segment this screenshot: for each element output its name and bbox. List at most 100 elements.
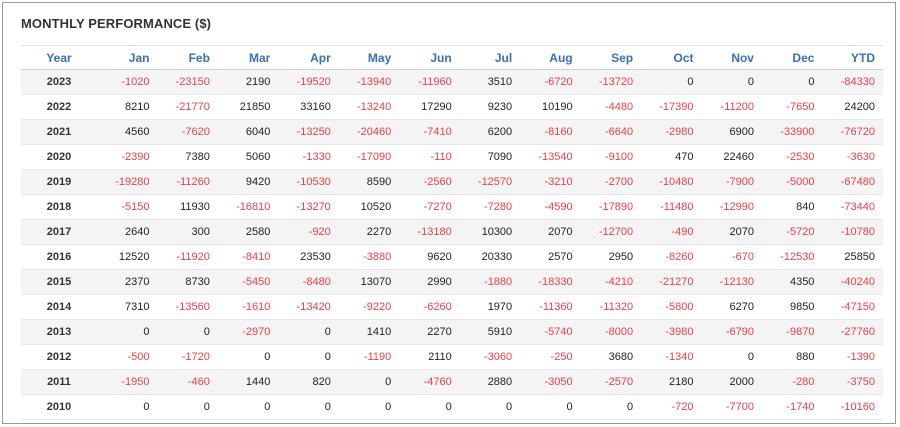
month-cell: -490 (641, 219, 702, 245)
month-cell: 9230 (459, 94, 521, 120)
month-cell: -12530 (761, 244, 823, 270)
month-cell: -17890 (580, 194, 642, 220)
month-cell: -3050 (520, 369, 581, 395)
month-cell: 9850 (761, 294, 823, 320)
month-cell: -5150 (97, 194, 158, 220)
month-cell: -3060 (459, 344, 521, 370)
table-row: 2012 -500 -1720 0 0 -1190 2110 -3060 -250 3680 -13… (21, 344, 883, 370)
year-cell: 2018 (21, 194, 97, 220)
ytd-cell: -1390 (822, 344, 883, 370)
month-cell: 0 (97, 394, 158, 420)
ytd-cell: -27760 (822, 319, 883, 345)
ytd-cell: -3750 (822, 369, 883, 395)
ytd-cell: -3630 (822, 144, 883, 170)
month-cell: 9620 (399, 244, 460, 270)
month-cell: -21270 (641, 269, 702, 295)
month-cell: -12990 (701, 194, 762, 220)
month-cell: -11320 (580, 294, 642, 320)
column-header-nov: Nov (701, 45, 762, 70)
ytd-cell: 24200 (822, 94, 883, 120)
month-cell: -3980 (641, 319, 702, 345)
table-row: 2011 -1950 -460 1440 820 0 -4760 2880 -3050 -2570… (21, 369, 883, 395)
month-cell: 300 (157, 219, 218, 245)
month-cell: 0 (278, 344, 339, 370)
month-cell: -8160 (520, 119, 581, 145)
month-cell: -460 (157, 369, 218, 395)
month-cell: 22460 (701, 144, 762, 170)
month-cell: -7700 (701, 394, 762, 420)
month-cell: -670 (701, 244, 762, 270)
month-cell: 0 (97, 319, 158, 345)
year-cell: 2014 (21, 294, 97, 320)
month-cell: 2000 (701, 369, 762, 395)
month-cell: -17090 (338, 144, 400, 170)
month-cell: 2570 (520, 244, 581, 270)
month-cell: -920 (278, 219, 339, 245)
month-cell: 3680 (580, 344, 642, 370)
month-cell: 8210 (97, 94, 158, 120)
column-header-may: May (338, 45, 400, 70)
month-cell: -11480 (641, 194, 702, 220)
month-cell: -33900 (761, 119, 823, 145)
month-cell: 12520 (97, 244, 158, 270)
year-cell: 2013 (21, 319, 97, 345)
month-cell: 0 (459, 394, 521, 420)
column-header-jan: Jan (97, 45, 158, 70)
year-cell: 2017 (21, 219, 97, 245)
year-cell: 2022 (21, 94, 97, 120)
month-cell: 2580 (217, 219, 279, 245)
column-header-dec: Dec (761, 45, 823, 70)
table-row: 2017 2640 300 2580 -920 2270 -13180 10300 2070 -1… (21, 219, 883, 245)
month-cell: 4350 (761, 269, 823, 295)
month-cell: 9420 (217, 169, 279, 195)
month-cell: -7270 (399, 194, 460, 220)
month-cell: -250 (520, 344, 581, 370)
month-cell: -4480 (580, 94, 642, 120)
column-header-jun: Jun (399, 45, 460, 70)
month-cell: -13940 (338, 69, 400, 95)
month-cell: -5000 (761, 169, 823, 195)
month-cell: 10300 (459, 219, 521, 245)
column-header-mar: Mar (217, 45, 279, 70)
month-cell: -7280 (459, 194, 521, 220)
month-cell: -19520 (278, 69, 339, 95)
column-header-aug: Aug (520, 45, 581, 70)
month-cell: -16810 (217, 194, 279, 220)
month-cell: -11360 (520, 294, 581, 320)
table-row: 2014 7310 -13560 -1610 -13420 -9220 -6260 1970-… (21, 294, 883, 320)
month-cell: -21770 (157, 94, 218, 120)
month-cell: 0 (217, 394, 279, 420)
month-cell: -17390 (641, 94, 702, 120)
month-cell: 4560 (97, 119, 158, 145)
month-cell: -11260 (157, 169, 218, 195)
month-cell: 880 (761, 344, 823, 370)
month-cell: -3210 (520, 169, 581, 195)
month-cell: 10520 (338, 194, 400, 220)
month-cell: -2970 (217, 319, 279, 345)
ytd-cell: -67480 (822, 169, 883, 195)
month-cell: -1330 (278, 144, 339, 170)
month-cell: 6270 (701, 294, 762, 320)
table-row: 2023 -1020 -23150 2190 -19520 -13940 -11960 351… (21, 69, 883, 95)
month-cell: -8410 (217, 244, 279, 270)
ytd-cell: -10160 (822, 394, 883, 420)
month-cell: -12700 (580, 219, 642, 245)
month-cell: -6640 (580, 119, 642, 145)
month-cell: -4210 (580, 269, 642, 295)
month-cell: -500 (97, 344, 158, 370)
table-row: 2013 0 0 -2970 0 1410 2270 5910 -5740 -8000 -3980-… (21, 319, 883, 345)
month-cell: -11920 (157, 244, 218, 270)
month-cell: -11960 (399, 69, 460, 95)
month-cell: -20460 (338, 119, 400, 145)
month-cell: -13560 (157, 294, 218, 320)
month-cell: -12570 (459, 169, 521, 195)
month-cell: -18330 (520, 269, 581, 295)
panel-title: MONTHLY PERFORMANCE ($) (21, 16, 212, 31)
month-cell: 2950 (580, 244, 642, 270)
month-cell: -2700 (580, 169, 642, 195)
month-cell: -2530 (761, 144, 823, 170)
month-cell: -7650 (761, 94, 823, 120)
month-cell: 20330 (459, 244, 521, 270)
month-cell: 2640 (97, 219, 158, 245)
